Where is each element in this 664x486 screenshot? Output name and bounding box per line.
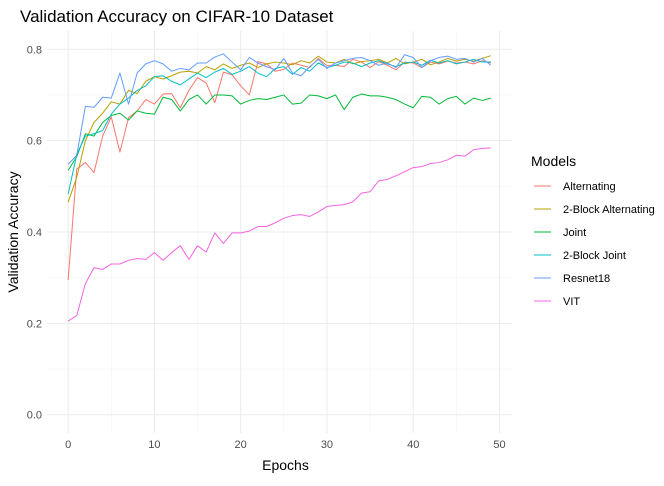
y-tick-label: 0.6 <box>27 136 42 148</box>
chart-title: Validation Accuracy on CIFAR-10 Dataset <box>20 7 334 26</box>
x-axis-title: Epochs <box>262 457 309 473</box>
series-line-2-block-alternating <box>67 55 492 203</box>
series-line-alternating <box>67 57 491 281</box>
grid <box>47 31 512 433</box>
series-line-resnet18 <box>67 53 492 165</box>
series-line-2-block-joint <box>67 58 491 195</box>
series-line-vit <box>67 147 491 322</box>
legend-label: Joint <box>563 227 586 239</box>
x-tick-label: 10 <box>148 439 160 451</box>
legend-label: VIT <box>563 296 580 308</box>
legend-item-resnet18: Resnet18 <box>534 273 610 285</box>
legend-item-2-block-alternating: 2-Block Alternating <box>534 204 655 216</box>
y-tick-label: 0.0 <box>27 410 42 422</box>
legend-item-vit: VIT <box>534 296 580 308</box>
x-axis-ticks: 0 10 20 30 40 50 <box>65 439 506 451</box>
plot-panel <box>47 31 512 433</box>
legend-label: 2-Block Alternating <box>563 204 655 216</box>
legend-label: Resnet18 <box>563 273 610 285</box>
y-axis-title: Validation Accuracy <box>5 171 21 292</box>
y-axis-ticks: 0.0 0.2 0.4 0.6 0.8 <box>27 44 42 421</box>
legend-label: 2-Block Joint <box>563 250 626 262</box>
x-tick-label: 50 <box>493 439 505 451</box>
legend-items: Alternating 2-Block Alternating Joint 2-Blo… <box>534 181 655 308</box>
x-tick-label: 20 <box>235 439 247 451</box>
legend-title: Models <box>531 153 576 169</box>
legend-label: Alternating <box>563 181 616 193</box>
y-tick-label: 0.2 <box>27 318 42 330</box>
series-lines <box>67 53 492 322</box>
legend: Models Alternating 2-Block Alternating Joi… <box>531 153 655 308</box>
x-tick-label: 30 <box>321 439 333 451</box>
y-tick-label: 0.4 <box>27 227 42 239</box>
series-line-joint <box>67 93 491 171</box>
legend-item-2-block-joint: 2-Block Joint <box>534 250 626 262</box>
legend-item-joint: Joint <box>534 227 586 239</box>
y-tick-label: 0.8 <box>27 44 42 56</box>
legend-item-alternating: Alternating <box>534 181 616 193</box>
x-tick-label: 0 <box>65 439 71 451</box>
x-tick-label: 40 <box>407 439 419 451</box>
